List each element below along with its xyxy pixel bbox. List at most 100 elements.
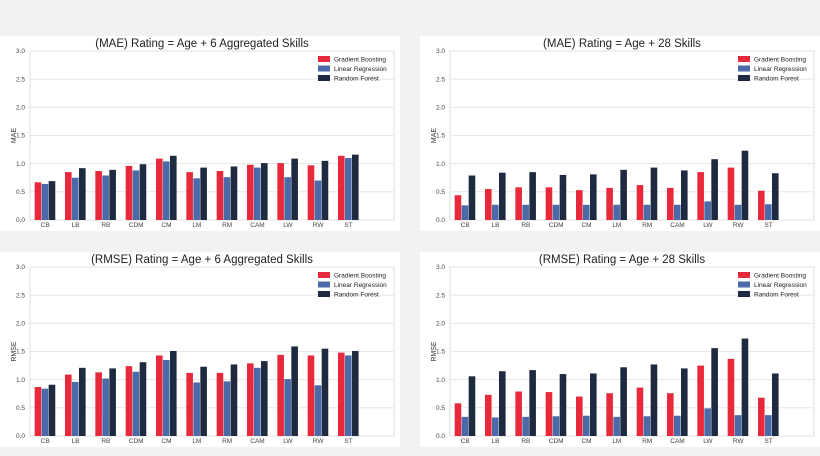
y-tick-label: 2.0 — [436, 321, 445, 328]
bar — [65, 374, 72, 436]
bar — [468, 376, 476, 436]
legend-swatch — [738, 75, 750, 81]
bar — [284, 177, 291, 220]
legend-label: Random Forest — [754, 292, 799, 299]
bar — [650, 167, 658, 220]
bar — [109, 368, 116, 436]
y-tick-label: 2.5 — [16, 76, 25, 83]
bar — [727, 358, 735, 436]
bar — [41, 388, 49, 436]
bar — [156, 158, 163, 220]
x-tick-label: CDM — [549, 222, 564, 229]
bar — [765, 415, 772, 436]
y-axis-label: RMSE — [431, 341, 438, 362]
bar — [681, 170, 688, 220]
y-tick-label: 1.0 — [16, 377, 25, 384]
bar — [247, 363, 254, 436]
y-tick-label: 1.0 — [436, 377, 445, 384]
chart-title: (RMSE) Rating = Age + 6 Aggregated Skill… — [91, 254, 313, 266]
bar — [704, 408, 711, 436]
bar — [667, 393, 674, 436]
bar — [515, 391, 522, 436]
legend-label: Linear Regression — [334, 66, 387, 73]
y-tick-label: 0.0 — [16, 433, 25, 440]
bar — [200, 167, 207, 220]
legend-swatch — [738, 65, 750, 72]
bar — [254, 167, 261, 220]
bar — [606, 393, 613, 436]
x-tick-label: LB — [72, 222, 80, 229]
chart-svg: 0.0 0.5 1.0 1.5 2.0 2.5 3.0 RMSE (RMSE) Rating =… — [11, 254, 395, 445]
bar — [492, 204, 499, 220]
x-tick-label: ST — [344, 438, 352, 445]
bar — [681, 368, 688, 436]
bar — [590, 174, 597, 220]
y-axis-label: RMSE — [11, 341, 18, 362]
legend-label: Random Forest — [754, 76, 799, 83]
bar — [41, 183, 49, 220]
bar — [636, 387, 644, 436]
legend-label: Random Forest — [334, 292, 379, 299]
y-tick-label: 3.0 — [436, 48, 445, 55]
bar — [772, 373, 779, 436]
x-tick-label: RB — [101, 222, 110, 229]
x-tick-label: CB — [461, 222, 470, 229]
x-tick-label: RB — [521, 222, 530, 229]
bar — [345, 158, 352, 220]
x-tick-label: CAM — [250, 222, 264, 229]
legend-label: Gradient Boosting — [754, 57, 806, 64]
bar — [79, 168, 86, 220]
bar — [583, 204, 590, 220]
x-tick-label: CAM — [670, 222, 684, 229]
y-tick-label: 0.5 — [16, 405, 25, 412]
bar — [314, 180, 322, 220]
x-tick-label: CB — [41, 438, 50, 445]
bar — [741, 150, 749, 220]
legend-label: Gradient Boosting — [754, 273, 806, 280]
x-tick-label: ST — [344, 222, 352, 229]
legend-label: Linear Regression — [334, 282, 387, 289]
legend-swatch — [738, 291, 750, 297]
bar — [48, 384, 56, 436]
bar — [163, 161, 170, 220]
bar — [758, 397, 765, 436]
x-tick-label: RW — [733, 222, 745, 229]
bar — [552, 416, 560, 436]
y-tick-label: 2.5 — [436, 292, 445, 299]
x-tick-label: RB — [521, 438, 530, 445]
bar — [72, 381, 79, 436]
y-tick-label: 2.5 — [436, 76, 445, 83]
x-tick-label: LW — [703, 438, 713, 445]
bar — [284, 379, 291, 436]
bar — [125, 165, 133, 220]
bar — [704, 201, 711, 220]
bar — [345, 355, 352, 436]
x-tick-label: CM — [161, 222, 171, 229]
bar — [193, 382, 200, 436]
x-tick-label: RM — [642, 222, 652, 229]
y-axis-label: MAE — [11, 128, 18, 144]
y-tick-label: 1.5 — [436, 133, 445, 140]
bar — [72, 177, 79, 220]
legend-label: Linear Regression — [754, 66, 807, 73]
x-tick-label: LM — [192, 438, 201, 445]
bar — [576, 190, 583, 220]
bar — [216, 372, 224, 436]
bar — [65, 172, 72, 220]
chart-svg: 0.0 0.5 1.0 1.5 2.0 2.5 3.0 RMSE (RMSE) Rating =… — [431, 254, 815, 445]
x-tick-label: CDM — [129, 438, 144, 445]
y-axis-label: MAE — [431, 128, 438, 144]
bar — [711, 348, 718, 436]
chart-mae-28-skills: 0.0 0.5 1.0 1.5 2.0 2.5 3.0 MAE (MAE) Rating = A… — [420, 36, 820, 231]
y-tick-label: 1.0 — [436, 161, 445, 168]
y-tick-label: 0.0 — [16, 217, 25, 224]
bar — [200, 366, 207, 436]
bar — [515, 187, 522, 220]
y-tick-label: 1.5 — [16, 133, 25, 140]
bar — [545, 187, 553, 220]
legend-swatch — [318, 75, 330, 81]
x-tick-label: LW — [283, 222, 293, 229]
bar — [765, 204, 772, 220]
bar — [576, 396, 583, 436]
bar — [186, 172, 193, 220]
